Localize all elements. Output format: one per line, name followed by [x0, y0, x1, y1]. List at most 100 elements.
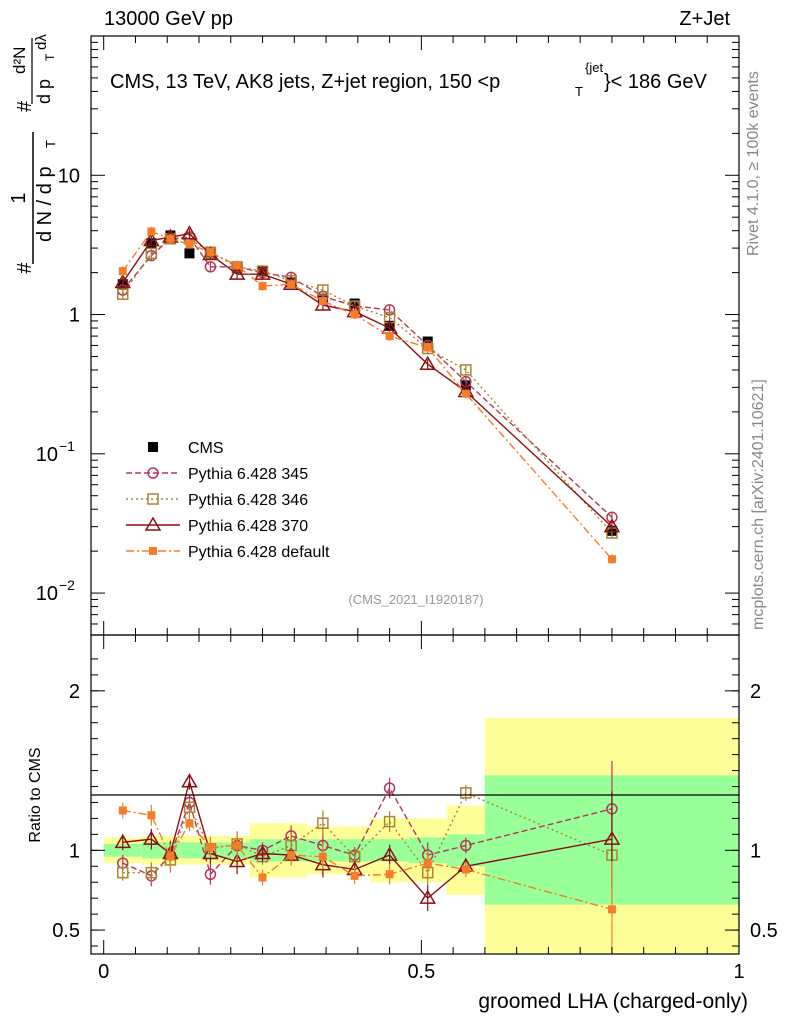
- ytick-exp-1: −1: [59, 438, 75, 454]
- ratio-point-2-6: [254, 845, 271, 860]
- point-4-2: [166, 234, 175, 243]
- legend-marker-1: [147, 467, 159, 479]
- ratio-point-2-10: [381, 846, 398, 861]
- ratio-point-2-1: [143, 830, 160, 845]
- point-3-0: [114, 273, 132, 289]
- ratio-point-2-8: [314, 856, 332, 871]
- ytick-label-3: 10: [58, 165, 80, 187]
- ratio-point-3-2: [166, 852, 175, 861]
- ylabel-numerator: d²N: [10, 47, 29, 74]
- ylabel-hash: #: [14, 262, 36, 274]
- point-1-12: [460, 375, 472, 388]
- ratio-point-3-6: [258, 873, 267, 882]
- point-4-3: [185, 240, 194, 249]
- point-3-5: [228, 265, 246, 280]
- ratio-point-3-10: [385, 870, 394, 879]
- title-main: CMS, 13 TeV, AK8 jets, Z+jet region, 150…: [110, 71, 500, 93]
- point-4-4: [206, 248, 215, 257]
- point-3-11: [419, 355, 437, 370]
- ratio-point-3-13: [607, 905, 616, 914]
- point-2-10: [383, 311, 396, 324]
- ratio-point-3-9: [350, 871, 359, 880]
- legend-marker-4: [149, 547, 157, 555]
- ratio-point-2-5: [228, 853, 246, 868]
- ratio-point-1-0: [117, 866, 129, 879]
- legend-marker-2: [147, 493, 159, 505]
- header-energy: 13000 GeV pp: [104, 8, 233, 30]
- ratio-point-3-5: [233, 841, 242, 850]
- point-2-0: [117, 288, 129, 300]
- legend: CMS Pythia 6.428 345 Pythia 6.428 346 Pythi…: [126, 440, 330, 561]
- ratio-point-1-3: [183, 801, 196, 814]
- ratio-point-1-10: [383, 815, 396, 828]
- xtick-label-0: 0: [98, 961, 109, 983]
- ratio-panel-data: [114, 761, 621, 954]
- analysis-watermark: (CMS_2021_I1920187): [348, 592, 483, 607]
- ratio-bands: [103, 717, 739, 954]
- point-4-8: [318, 297, 327, 306]
- point-4-11: [423, 343, 432, 352]
- point-4-7: [287, 280, 296, 289]
- xtick-label-2: 1: [733, 961, 744, 983]
- point-4-0: [118, 267, 127, 276]
- ylabel-hash2: #: [14, 100, 36, 112]
- ratio-point-0-4: [204, 868, 217, 880]
- ytick-exp-0: −2: [59, 577, 75, 593]
- legend-label-1: Pythia 6.428 345: [188, 466, 308, 483]
- point-4-12: [461, 389, 470, 398]
- point-2-8: [317, 284, 329, 296]
- point-2-12: [460, 364, 472, 376]
- point-3-13: [603, 518, 621, 533]
- ratio-point-1-12: [460, 787, 472, 799]
- legend-marker-0: [148, 442, 158, 452]
- ratio-point-3-12: [461, 865, 470, 874]
- legend-label-2: Pythia 6.428 346: [188, 492, 308, 509]
- legend-label-0: CMS: [188, 440, 224, 457]
- ratio-point-2-3: [181, 773, 198, 788]
- ratio-point-3-4: [206, 843, 215, 852]
- ratio-frame: [90, 634, 740, 955]
- mcplots-label: mcplots.cern.ch [arXiv:2401.10621]: [750, 379, 767, 630]
- x-axis-label: groomed LHA (charged-only): [478, 990, 748, 1013]
- rivet-version-label: Rivet 4.1.0, ≥ 100k events: [745, 71, 762, 256]
- ratio-ytick-label-r-2: 2: [750, 681, 761, 703]
- series-line-2: [122, 238, 613, 534]
- ratio-ytick-label-r-0: 0.5: [750, 920, 778, 942]
- band-inner-3: [179, 842, 199, 859]
- ratio-line-0: [122, 786, 613, 877]
- series-line-4: [122, 230, 613, 560]
- ratio-point-3-11: [423, 859, 432, 868]
- ratio-point-1-8: [317, 817, 329, 829]
- point-4-1: [147, 227, 156, 236]
- ylabel-one: 1: [8, 192, 30, 203]
- legend-label-3: Pythia 6.428 370: [188, 518, 308, 535]
- header-process: Z+Jet: [679, 8, 730, 30]
- xtick-label-1: 0.5: [407, 961, 435, 983]
- point-2-1: [145, 247, 158, 260]
- main-y-axis-label: # 1 d N / d p T # d²N d p T dλ: [8, 34, 58, 274]
- ytick-base-1: 10: [36, 444, 58, 466]
- main-panel-data: [114, 225, 621, 564]
- ratio-point-3-7: [287, 851, 296, 860]
- point-3-3: [181, 225, 198, 240]
- ratio-point-3-3: [185, 819, 194, 828]
- ratio-point-1-1: [145, 866, 158, 879]
- ratio-ytick-label-l-2: 2: [69, 681, 80, 703]
- ratio-line-3: [122, 809, 613, 911]
- ratio-ytick-label-r-1: 1: [750, 840, 761, 862]
- ylabel-den2-sub: T: [43, 53, 57, 61]
- ratio-ytick-label-l-0: 0.5: [52, 920, 80, 942]
- point-3-1: [143, 232, 160, 247]
- point-4-10: [385, 332, 394, 341]
- ratio-line-2: [122, 779, 613, 900]
- chart-title: CMS, 13 TeV, AK8 jets, Z+jet region, 150…: [110, 60, 708, 99]
- ylabel-den2: d p: [34, 79, 54, 104]
- title-sup: {jet: [585, 60, 603, 75]
- point-0-3: [184, 248, 195, 259]
- ylabel-den-sub: T: [43, 140, 58, 148]
- ylabel-denominator: d N / d p: [34, 166, 56, 242]
- ratio-y-axis-label: Ratio to CMS: [27, 747, 44, 842]
- title-tail: }< 186 GeV: [604, 71, 708, 93]
